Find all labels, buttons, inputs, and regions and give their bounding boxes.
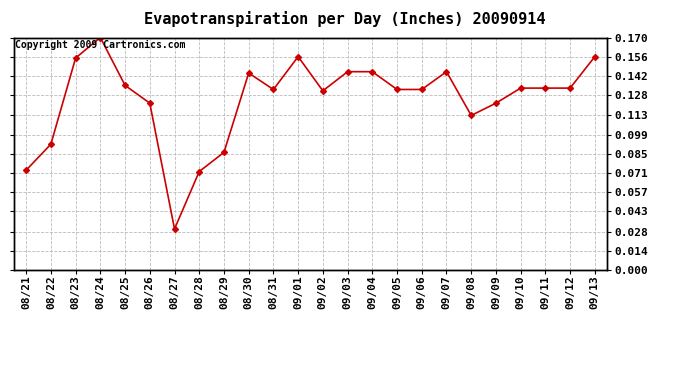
Text: Evapotranspiration per Day (Inches) 20090914: Evapotranspiration per Day (Inches) 2009… xyxy=(144,11,546,27)
Text: Copyright 2009 Cartronics.com: Copyright 2009 Cartronics.com xyxy=(15,40,186,50)
